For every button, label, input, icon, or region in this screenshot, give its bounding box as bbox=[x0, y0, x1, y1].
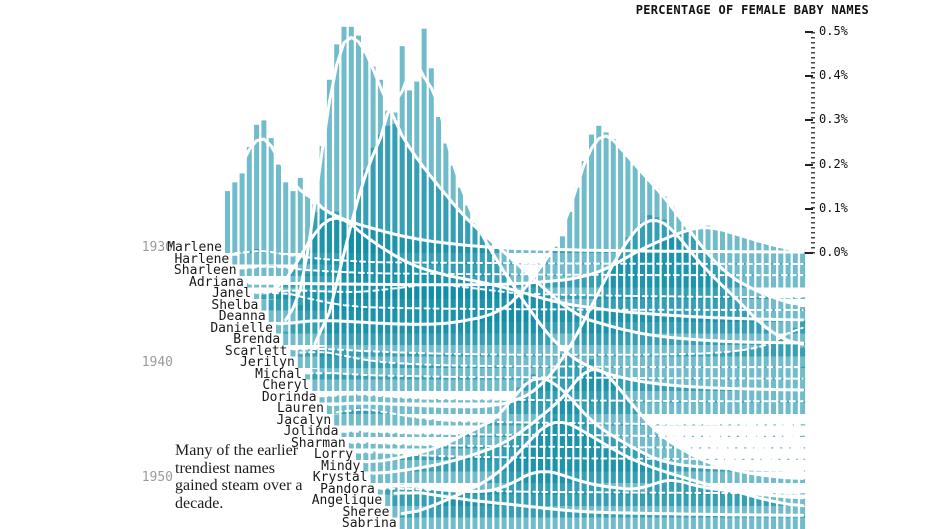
series-line-brenda bbox=[284, 35, 805, 345]
y-axis-tick-label: 0.5% bbox=[819, 24, 848, 38]
series-line-pandora bbox=[379, 487, 804, 495]
name-label-jerilyn: Jerilyn bbox=[240, 355, 295, 370]
name-label-marlene: Marlene bbox=[167, 240, 222, 255]
y-axis-tick-label: 0.3% bbox=[819, 112, 848, 127]
name-label-scarlett: Scarlett bbox=[224, 343, 288, 359]
decade-label-1950: 1950 bbox=[141, 470, 173, 485]
y-axis-tick bbox=[805, 75, 813, 78]
y-axis-tick-label: 0.0% bbox=[819, 245, 848, 259]
name-label-lauren: Lauren bbox=[276, 401, 324, 416]
name-label-krystal: Krystal bbox=[312, 470, 368, 485]
y-axis-tick bbox=[805, 252, 813, 254]
annotation-line: Many of the earlier bbox=[175, 442, 299, 459]
name-label-sharleen: Sharleen bbox=[173, 263, 237, 278]
chart-title: PERCENTAGE OF FEMALE BABY NAMES bbox=[635, 3, 869, 17]
name-label-deanna: Deanna bbox=[218, 309, 266, 324]
name-label-pandora: Pandora bbox=[320, 481, 375, 497]
name-label-cheryl: Cheryl bbox=[262, 378, 310, 393]
series-line-jolinda bbox=[343, 430, 804, 438]
series-line-sabrina bbox=[400, 421, 805, 515]
name-label-michal: Michal bbox=[255, 366, 303, 382]
series-line-harlene bbox=[233, 250, 804, 265]
name-label-danielle: Danielle bbox=[210, 320, 273, 336]
annotation-line: decade. bbox=[175, 494, 224, 512]
y-axis-tick-label: 0.1% bbox=[819, 200, 848, 215]
annotation-line: gained steam over a bbox=[175, 477, 303, 494]
series-line-krystal bbox=[371, 368, 805, 480]
name-label-brenda: Brenda bbox=[233, 332, 281, 347]
name-label-sheree: Sheree bbox=[342, 504, 390, 520]
name-label-angelique: Angelique bbox=[311, 493, 383, 508]
series-line-sharman bbox=[350, 441, 804, 449]
series-line-deanna bbox=[269, 216, 805, 322]
name-label-lorry: Lorry bbox=[313, 447, 354, 462]
name-label-sabrina: Sabrina bbox=[341, 516, 397, 529]
name-label-jacalyn: Jacalyn bbox=[276, 412, 332, 428]
series-line-cheryl bbox=[313, 61, 805, 392]
series-line-jerilyn bbox=[299, 351, 804, 369]
y-axis-tick-label: 0.4% bbox=[819, 68, 848, 83]
y-axis-tick-label: 0.2% bbox=[819, 156, 848, 171]
name-label-jolinda: Jolinda bbox=[283, 424, 339, 439]
series-bars-lauren bbox=[326, 215, 806, 415]
name-label-dorinda: Dorinda bbox=[261, 389, 317, 405]
name-label-harlene: Harlene bbox=[174, 251, 230, 267]
name-label-shelba: Shelba bbox=[211, 297, 259, 313]
name-label-janel: Janel bbox=[211, 286, 252, 301]
series-line-sharleen bbox=[241, 265, 804, 277]
series-line-dorinda bbox=[321, 393, 804, 403]
series-line-scarlett bbox=[292, 326, 804, 356]
y-axis-tick bbox=[805, 163, 813, 166]
series-line-shelba bbox=[262, 291, 804, 311]
series-line-lorry bbox=[357, 451, 804, 461]
name-label-sharman: Sharman bbox=[290, 435, 346, 451]
decade-label-1930: 1930 bbox=[141, 240, 173, 255]
y-axis-tick bbox=[805, 31, 813, 33]
decade-label-1940: 1940 bbox=[141, 355, 173, 370]
series-line-adriana bbox=[247, 226, 805, 287]
annotation-line: trendiest names bbox=[175, 459, 275, 477]
series-line-lauren bbox=[327, 219, 805, 409]
series-line-michal bbox=[306, 372, 804, 380]
series-line-danielle bbox=[277, 134, 805, 326]
name-label-adriana: Adriana bbox=[189, 274, 244, 290]
y-axis-tick bbox=[805, 207, 813, 210]
series-bars-marlene bbox=[225, 120, 806, 254]
y-axis-tick bbox=[805, 119, 813, 122]
annotation-text: Many of the earlier trendiest names gain… bbox=[175, 442, 345, 512]
y-axis-dotted-line bbox=[811, 32, 815, 254]
name-label-mindy: Mindy bbox=[321, 458, 361, 474]
series-line-sheree bbox=[393, 491, 805, 517]
